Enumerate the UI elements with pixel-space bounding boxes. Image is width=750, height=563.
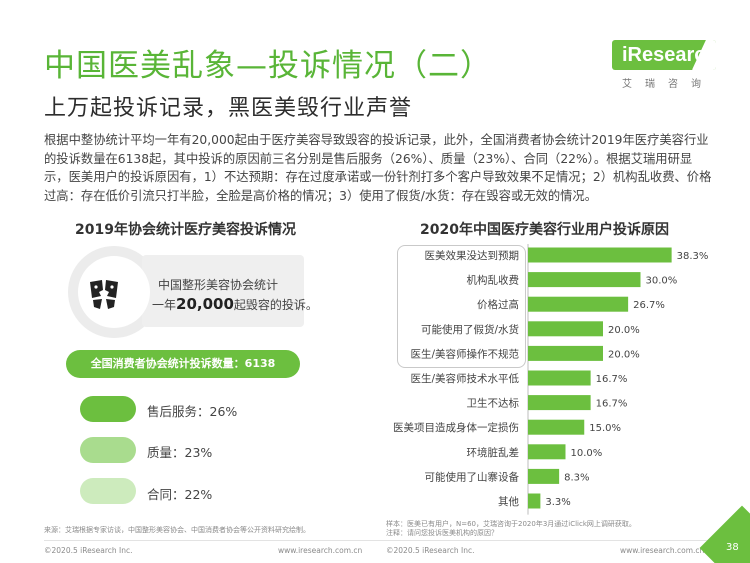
total-complaints-badge: 全国消费者协会统计投诉数量：6138 bbox=[66, 350, 300, 378]
callout-suffix: 起毁容的投诉。 bbox=[233, 298, 318, 312]
copyright-left: ©2020.5 iResearch Inc. bbox=[44, 546, 133, 555]
value-label: 16.7% bbox=[596, 399, 628, 410]
broken-face-icon bbox=[90, 280, 118, 309]
value-label: 3.3% bbox=[545, 497, 570, 508]
callout-line-1: 中国整形美容协会统计 bbox=[158, 278, 279, 292]
sample-note: 样本：医美已有用户，N=60，艾瑞咨询于2020年3月通过iClick网上调研获… bbox=[386, 520, 636, 528]
reason-pill-after-sales bbox=[80, 396, 136, 422]
bar bbox=[528, 493, 541, 509]
category-label: 环境脏乱差 bbox=[467, 446, 520, 459]
category-label: 医美项目造成身体一定损伤 bbox=[393, 421, 519, 434]
callout-box bbox=[142, 255, 304, 327]
category-label: 其他 bbox=[498, 495, 519, 508]
category-label: 医生/美容师技术水平低 bbox=[410, 372, 519, 385]
bar bbox=[528, 395, 591, 411]
value-label: 20.0% bbox=[608, 325, 640, 336]
value-label: 38.3% bbox=[677, 251, 709, 262]
complaint-reasons-chart: 医美效果没达到预期 38.3% 机构乱收费 30.0% 价格过高 26.7% 可能使用了假货… bbox=[393, 244, 709, 515]
top-reasons-highlight-box bbox=[397, 245, 526, 368]
page-title: 中国医美乱象—投诉情况（二） bbox=[44, 48, 492, 84]
reason-pill-quality bbox=[80, 437, 136, 463]
bar bbox=[528, 247, 672, 263]
category-label: 机构乱收费 bbox=[467, 274, 520, 287]
category-label: 可能使用了山寨设备 bbox=[425, 470, 520, 483]
bar bbox=[528, 321, 603, 337]
left-section-title: 2019年协会统计医疗美容投诉情况 bbox=[75, 222, 296, 238]
bar bbox=[528, 296, 629, 312]
logo-mark: iResearch bbox=[612, 40, 716, 70]
question-note: 注释：请问您投诉医美机构的原因？ bbox=[386, 529, 498, 537]
reason-label-after-sales: 售后服务：26% bbox=[147, 404, 238, 419]
value-label: 30.0% bbox=[646, 276, 678, 287]
intro-paragraph: 根据中整协统计平均一年有20,000起由于医疗美容导致毁容的投诉记录，此外，全国… bbox=[44, 133, 712, 203]
url-right: www.iresearch.com.cn bbox=[620, 546, 705, 555]
callout-line-2: 一年20,000起毁容的投诉。 bbox=[152, 295, 318, 313]
reason-pill-contract bbox=[80, 478, 136, 504]
source-note: 来源：艾瑞根据专家访谈，中国整形美容协会、中国消费者协会等公开资料研究绘制。 bbox=[44, 526, 310, 534]
bar bbox=[528, 419, 585, 435]
callout-prefix: 一年 bbox=[152, 298, 177, 312]
category-label: 医生/美容师操作不规范 bbox=[410, 347, 519, 360]
bar bbox=[528, 468, 560, 484]
reason-label-contract: 合同：22% bbox=[147, 487, 213, 502]
page-number: 38 bbox=[726, 542, 739, 553]
category-label: 可能使用了假货/水货 bbox=[421, 323, 519, 336]
bar bbox=[528, 444, 566, 460]
value-label: 10.0% bbox=[571, 448, 603, 459]
category-label: 医美效果没达到预期 bbox=[425, 249, 520, 262]
value-label: 20.0% bbox=[608, 349, 640, 360]
page-subtitle: 上万起投诉记录，黑医美毁行业声誉 bbox=[44, 96, 413, 121]
value-label: 15.0% bbox=[589, 423, 621, 434]
value-label: 26.7% bbox=[633, 300, 665, 311]
reason-label-quality: 质量：23% bbox=[147, 445, 213, 460]
bar bbox=[528, 345, 603, 361]
footer-divider bbox=[44, 540, 714, 541]
category-label: 卫生不达标 bbox=[467, 397, 520, 410]
logo-subtext: 艾瑞咨询 bbox=[622, 79, 714, 90]
category-label: 价格过高 bbox=[477, 298, 519, 311]
bar bbox=[528, 272, 641, 288]
callout-value: 20,000 bbox=[176, 295, 234, 313]
copyright-right: ©2020.5 iResearch Inc. bbox=[386, 546, 475, 555]
value-label: 8.3% bbox=[564, 472, 589, 483]
bar bbox=[528, 370, 591, 386]
url-left: www.iresearch.com.cn bbox=[278, 546, 363, 555]
value-label: 16.7% bbox=[596, 374, 628, 385]
iresearch-logo: iResearch 艾瑞咨询 bbox=[612, 40, 722, 90]
chart-title: 2020年中国医疗美容行业用户投诉原因 bbox=[420, 222, 669, 238]
